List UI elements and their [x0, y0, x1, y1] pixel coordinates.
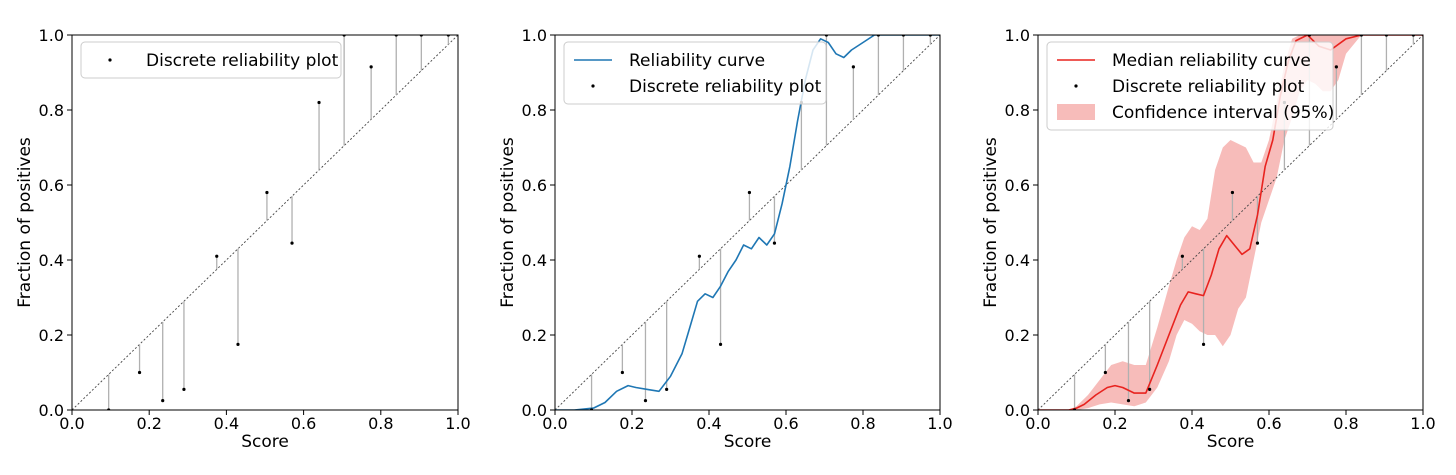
- legend-box: [80, 41, 342, 79]
- x-axis-label: Score: [1207, 432, 1255, 452]
- y-tick-label: 0.2: [39, 326, 64, 345]
- x-tick-label: 0.6: [1256, 414, 1281, 433]
- discrete-point: [137, 370, 142, 375]
- axes-frame: [554, 34, 941, 411]
- discrete-point: [317, 100, 321, 105]
- x-tick-label: 0.2: [619, 414, 644, 433]
- x-tick-label: 0.8: [368, 414, 393, 433]
- y-tick-label: 0.4: [522, 251, 547, 270]
- legend-box: [1046, 41, 1334, 131]
- x-tick-label: 0.4: [214, 414, 239, 433]
- x-tick-label: 0.6: [291, 414, 316, 433]
- diagonal-reference-line: [1038, 35, 1423, 410]
- chart-panel-1: 0.0 0.2 0.4 0.6 0.8 1.0 0.0 0.2 0.4 0.6 0.8 1.0 Scor…: [15, 26, 471, 452]
- discrete-point: [1148, 387, 1152, 391]
- legend-label: Reliability curve: [629, 51, 765, 71]
- x-tick-label: 1.0: [927, 414, 952, 433]
- discrete-point: [747, 190, 752, 195]
- x-tick-label: 0.4: [696, 414, 721, 433]
- y-tick-label: 1.0: [1005, 26, 1030, 45]
- x-tick-label: 0.2: [136, 414, 161, 433]
- x-tick-label: 1.0: [445, 414, 470, 433]
- y-tick-label: 0.8: [1005, 101, 1030, 120]
- legend: Reliability curve Discrete reliability pl…: [563, 41, 827, 105]
- legend-dot-swatch: [1074, 84, 1078, 88]
- legend: Median reliability curve Discrete reliabi…: [1046, 41, 1334, 131]
- discrete-point: [620, 370, 624, 375]
- discrete-point: [161, 399, 165, 403]
- discrete-point: [643, 399, 648, 403]
- y-tick-label: 0.4: [1005, 251, 1030, 270]
- x-axis-label: Score: [241, 432, 289, 452]
- legend: Discrete reliability plot: [80, 41, 342, 79]
- y-tick-label: 0.0: [522, 401, 547, 420]
- diagonal-reference-line: [72, 35, 458, 410]
- y-tick-label: 0.6: [522, 176, 547, 195]
- discrete-point: [1180, 254, 1184, 258]
- discrete-point: [215, 254, 219, 258]
- series-line: [1038, 35, 1423, 410]
- discrete-point: [182, 387, 186, 391]
- x-tick-label: 0.2: [1102, 414, 1127, 433]
- legend-dot-swatch: [591, 84, 595, 88]
- discrete-point: [772, 241, 777, 245]
- discrete-point: [851, 65, 855, 69]
- legend-band-swatch: [1057, 104, 1095, 120]
- y-axis-label: Fraction of positives: [498, 137, 518, 308]
- discrete-point: [290, 241, 294, 245]
- y-tick-label: 1.0: [39, 26, 64, 45]
- discrete-point: [697, 254, 701, 258]
- discrete-point: [665, 387, 669, 391]
- x-tick-label: 1.0: [1410, 414, 1435, 433]
- y-tick-label: 0.2: [522, 326, 547, 345]
- legend-label: Discrete reliability plot: [629, 77, 822, 97]
- x-tick-label: 0.0: [59, 414, 84, 433]
- discrete-point: [718, 342, 723, 346]
- legend-label: Median reliability curve: [1112, 51, 1311, 71]
- x-tick-label: 0.8: [1333, 414, 1358, 433]
- discrete-point: [1126, 399, 1131, 403]
- x-tick-label: 0.4: [1179, 414, 1204, 433]
- legend-box: [563, 41, 827, 105]
- series-line: [555, 35, 940, 410]
- legend-label: Discrete reliability plot: [1112, 77, 1305, 97]
- legend-label: Confidence interval (95%): [1112, 103, 1334, 123]
- plot-area: [72, 35, 458, 410]
- y-tick-label: 1.0: [522, 26, 547, 45]
- discrete-point: [1255, 241, 1260, 245]
- y-tick-label: 0.0: [39, 401, 64, 420]
- y-axis-label: Fraction of positives: [981, 137, 1001, 308]
- y-tick-label: 0.4: [39, 251, 64, 270]
- axes-frame: [1037, 34, 1424, 411]
- y-tick-label: 0.6: [39, 176, 64, 195]
- x-axis-label: Score: [724, 432, 772, 452]
- x-tick-label: 0.0: [542, 414, 567, 433]
- plot-area: [1038, 35, 1423, 410]
- y-axis-label: Fraction of positives: [15, 137, 35, 308]
- discrete-point: [1334, 65, 1338, 69]
- discrete-point: [369, 65, 373, 69]
- discrete-point: [265, 190, 269, 195]
- chart-panel-3: 0.0 0.2 0.4 0.6 0.8 1.0 0.0 0.2 0.4 0.6 0.8 1.0 Scor…: [981, 26, 1436, 452]
- discrete-point: [1230, 190, 1235, 195]
- x-tick-label: 0.8: [850, 414, 875, 433]
- discrete-point: [1201, 342, 1206, 346]
- y-tick-label: 0.0: [1005, 401, 1030, 420]
- chart-panel-2: 0.0 0.2 0.4 0.6 0.8 1.0 0.0 0.2 0.4 0.6 0.8 1.0 Scor…: [498, 26, 953, 452]
- discrete-point: [1103, 370, 1107, 375]
- legend-label: Discrete reliability plot: [146, 51, 339, 71]
- y-tick-label: 0.2: [1005, 326, 1030, 345]
- y-tick-label: 0.6: [1005, 176, 1030, 195]
- discrete-point: [236, 342, 240, 346]
- x-tick-label: 0.0: [1025, 414, 1050, 433]
- x-tick-label: 0.6: [773, 414, 798, 433]
- axes-frame: [71, 34, 459, 411]
- y-tick-label: 0.8: [522, 101, 547, 120]
- diagonal-reference-line: [555, 35, 940, 410]
- y-tick-label: 0.8: [39, 101, 64, 120]
- legend-dot-swatch: [108, 58, 112, 62]
